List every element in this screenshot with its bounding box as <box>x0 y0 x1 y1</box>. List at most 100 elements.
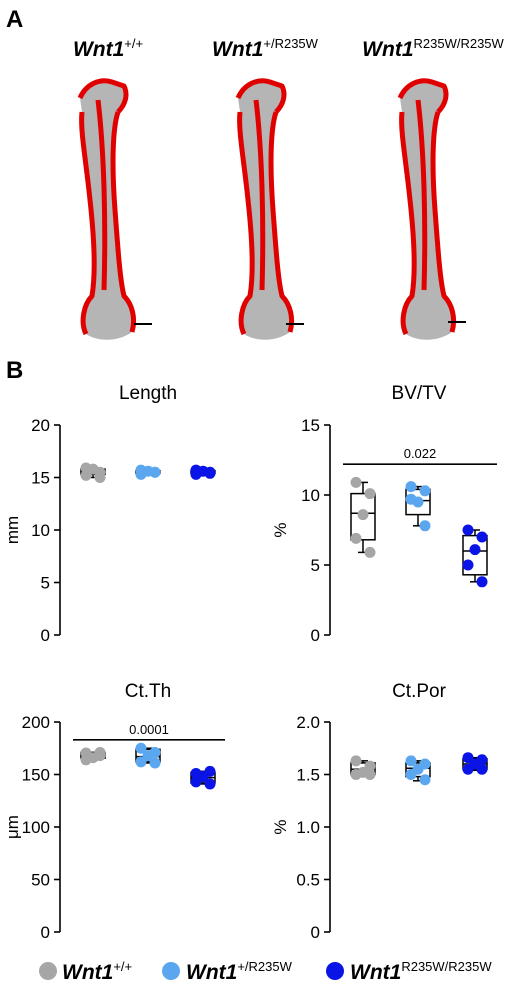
y-tick-label: 20 <box>31 416 50 435</box>
chart-ctpor: Ct.Por% 0 0.5 1.0 1.5 2.0 <box>271 681 488 942</box>
data-point <box>350 532 362 544</box>
legend-label-wt-base: Wnt1 <box>62 961 113 984</box>
chart-title: Ct.Th <box>125 681 171 702</box>
legend-label-hom: Wnt1R235W/R235W <box>350 959 492 984</box>
data-point <box>149 757 161 769</box>
data-point <box>190 776 202 788</box>
data-point <box>94 746 106 758</box>
data-point <box>469 544 481 556</box>
genotype-header-wt: Wnt1+/+ <box>73 36 143 61</box>
data-point <box>135 464 147 476</box>
legend-label-wt: Wnt1+/+ <box>62 959 132 984</box>
data-point <box>476 531 488 543</box>
data-point <box>476 763 488 775</box>
genotype-header-het-sup: +/R235W <box>263 36 318 51</box>
data-point <box>462 763 474 775</box>
legend-label-het: Wnt1+/R235W <box>186 959 293 984</box>
genotype-header-hom: Wnt1R235W/R235W <box>362 36 504 61</box>
data-point <box>149 466 161 478</box>
data-point <box>350 769 362 780</box>
data-point <box>364 760 376 772</box>
legend-label-het-base: Wnt1 <box>186 961 237 984</box>
y-tick-label: 0 <box>41 923 50 942</box>
genotype-header-wt-base: Wnt1 <box>73 38 124 61</box>
legend-label-het-sup: +/R235W <box>237 959 292 974</box>
y-tick-label: 5 <box>311 556 320 575</box>
genotype-header-wt-sup: +/+ <box>124 36 143 51</box>
data-point <box>462 524 474 536</box>
p-value-label: 0.0001 <box>129 722 169 737</box>
y-tick-label: 10 <box>31 521 50 540</box>
data-point <box>462 752 474 764</box>
bone-image-wt <box>77 78 152 340</box>
chart-ctth: Ct.Th μm 0 50 100 150 200 0.0001 <box>3 681 225 942</box>
data-point <box>405 755 417 767</box>
y-tick-label: 200 <box>22 713 50 732</box>
p-value-label: 0.022 <box>404 446 437 461</box>
data-point <box>364 769 376 780</box>
y-axis-label: % <box>271 522 290 537</box>
y-tick-label: 1.5 <box>296 766 320 785</box>
y-tick-label: 2.0 <box>296 713 320 732</box>
legend-label-hom-base: Wnt1 <box>350 961 401 984</box>
data-point <box>135 742 147 754</box>
chart-length: Length mm 0 5 10 15 20 <box>3 383 216 645</box>
genotype-header-hom-sup: R235W/R235W <box>414 36 505 51</box>
data-point <box>405 493 417 505</box>
genotype-header-het-base: Wnt1 <box>212 38 263 61</box>
data-point <box>94 472 106 483</box>
y-tick-label: 0 <box>41 626 50 645</box>
y-tick-label: 50 <box>31 871 50 890</box>
data-point <box>364 546 376 558</box>
y-axis-label: mm <box>3 516 22 544</box>
data-point <box>350 476 362 488</box>
data-point <box>476 576 488 588</box>
data-point <box>419 485 431 497</box>
chart-title: BV/TV <box>392 383 447 404</box>
data-point <box>350 755 362 767</box>
y-tick-label: 10 <box>301 486 320 505</box>
y-tick-label: 100 <box>22 818 50 837</box>
chart-bvtv: BV/TV% 0 5 10 15 0.022 <box>271 383 497 645</box>
y-axis-label: % <box>271 819 290 834</box>
y-tick-label: 1.0 <box>296 818 320 837</box>
data-point <box>405 481 417 493</box>
data-point <box>142 750 154 762</box>
genotype-header-het: Wnt1+/R235W <box>212 36 319 61</box>
data-point <box>405 769 417 780</box>
legend-marker-het <box>162 962 180 980</box>
y-tick-label: 0 <box>311 626 320 645</box>
bone-image-hom <box>397 78 466 340</box>
y-tick-label: 150 <box>22 766 50 785</box>
data-point <box>419 520 431 532</box>
bone-image-het <box>235 78 304 340</box>
legend-marker-wt <box>39 962 57 980</box>
data-point <box>204 467 216 479</box>
data-point <box>204 778 216 790</box>
data-point <box>357 509 369 521</box>
data-point <box>364 488 376 500</box>
legend-label-wt-sup: +/+ <box>113 959 132 974</box>
data-point <box>190 464 202 476</box>
data-point <box>462 559 474 571</box>
chart-title: Length <box>119 383 177 404</box>
genotype-header-hom-base: Wnt1 <box>362 38 413 61</box>
y-tick-label: 0 <box>311 923 320 942</box>
legend: Wnt1+/+ Wnt1+/R235W Wnt1R235W/R235W <box>39 959 492 984</box>
panel-a-label: A <box>6 6 23 33</box>
legend-marker-hom <box>326 962 344 980</box>
data-point <box>80 462 92 474</box>
y-axis-label: μm <box>3 815 22 839</box>
legend-label-hom-sup: R235W/R235W <box>401 959 492 974</box>
data-point <box>80 754 92 766</box>
data-point <box>419 774 431 786</box>
y-tick-label: 15 <box>301 416 320 435</box>
y-tick-label: 15 <box>31 469 50 488</box>
chart-title: Ct.Por <box>392 681 447 702</box>
panel-b-label: B <box>6 357 23 384</box>
y-tick-label: 5 <box>41 574 50 593</box>
y-tick-label: 0.5 <box>296 871 320 890</box>
data-point <box>135 756 147 768</box>
